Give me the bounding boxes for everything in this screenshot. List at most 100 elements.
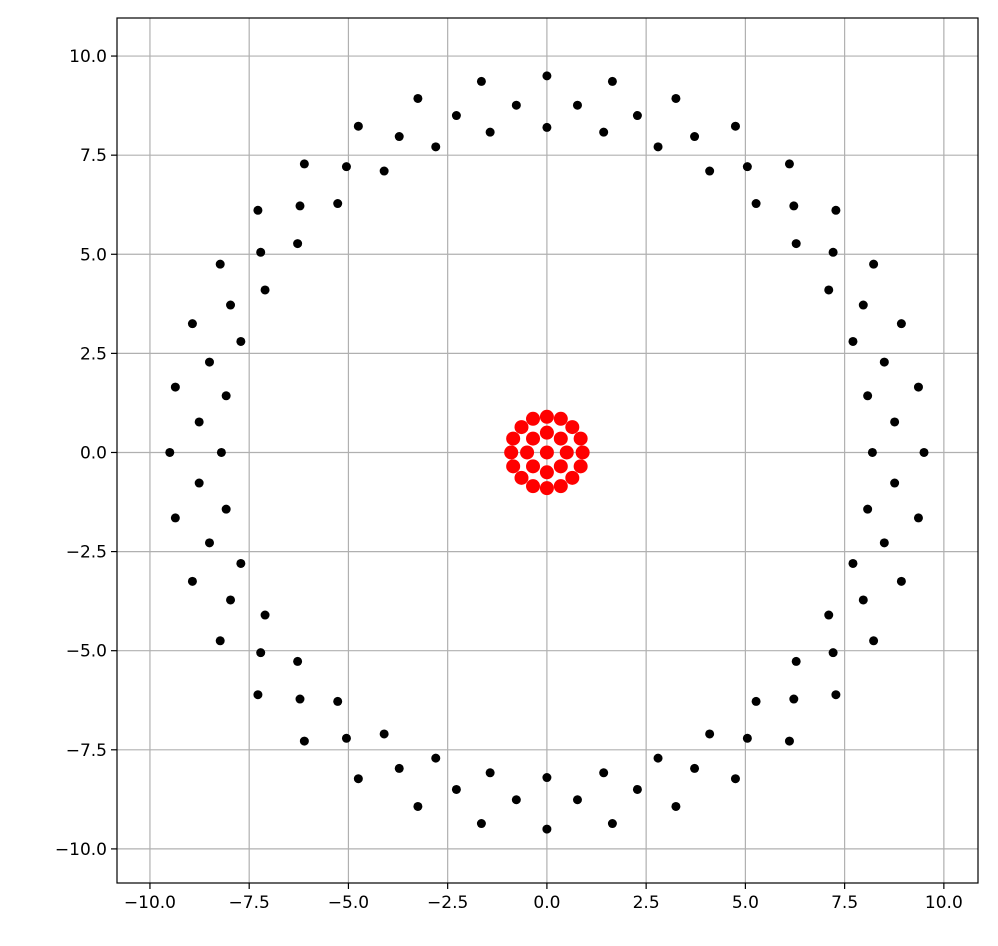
point xyxy=(863,391,873,401)
point xyxy=(789,201,799,211)
x-tick-label: 5.0 xyxy=(732,893,759,913)
point xyxy=(299,736,309,746)
point xyxy=(256,648,266,658)
point xyxy=(194,478,204,488)
point xyxy=(394,132,404,142)
point xyxy=(379,729,389,739)
point xyxy=(293,656,303,666)
y-tick-label: −5.0 xyxy=(66,642,107,662)
point xyxy=(542,122,552,132)
point xyxy=(353,774,363,784)
y-tick-label: −10.0 xyxy=(55,840,107,860)
point xyxy=(504,445,519,460)
point xyxy=(253,690,263,700)
point xyxy=(828,648,838,658)
point xyxy=(226,595,236,605)
point xyxy=(431,142,441,152)
point xyxy=(671,93,681,103)
y-tick-label: 5.0 xyxy=(80,245,107,265)
point xyxy=(559,445,574,460)
point xyxy=(431,753,441,763)
y-tick-label: 2.5 xyxy=(80,344,107,364)
point xyxy=(784,736,794,746)
point xyxy=(553,459,568,474)
point xyxy=(451,784,461,794)
point xyxy=(293,239,303,249)
point xyxy=(539,481,554,496)
point xyxy=(187,319,197,329)
point xyxy=(751,199,761,209)
point xyxy=(890,417,900,427)
point xyxy=(221,391,231,401)
point xyxy=(165,447,175,457)
point xyxy=(565,420,580,435)
point xyxy=(511,100,521,110)
x-tick-label: −5.0 xyxy=(328,893,369,913)
point xyxy=(791,239,801,249)
point xyxy=(260,285,270,295)
point xyxy=(476,76,486,86)
point xyxy=(341,162,351,172)
point xyxy=(867,447,877,457)
point xyxy=(858,595,868,605)
point xyxy=(573,459,588,474)
point xyxy=(632,784,642,794)
point xyxy=(607,819,617,829)
point xyxy=(607,76,617,86)
point xyxy=(485,768,495,778)
point xyxy=(187,576,197,586)
point xyxy=(170,513,180,523)
x-tick-label: 0.0 xyxy=(533,893,560,913)
point xyxy=(413,801,423,811)
point xyxy=(170,382,180,392)
point xyxy=(253,205,263,215)
point xyxy=(539,425,554,440)
x-tick-label: −7.5 xyxy=(229,893,270,913)
point xyxy=(204,538,214,548)
x-tick-label: 10.0 xyxy=(925,893,963,913)
point xyxy=(848,558,858,568)
point xyxy=(751,696,761,706)
point xyxy=(828,247,838,257)
point xyxy=(520,445,535,460)
point xyxy=(869,259,879,269)
point xyxy=(553,479,568,494)
point xyxy=(824,285,834,295)
point xyxy=(573,431,588,446)
y-tick-label: −2.5 xyxy=(66,543,107,563)
point xyxy=(848,336,858,346)
point xyxy=(295,201,305,211)
point xyxy=(632,111,642,121)
point xyxy=(514,420,529,435)
x-tick-label: 2.5 xyxy=(633,893,660,913)
y-tick-label: 0.0 xyxy=(80,443,107,463)
point xyxy=(506,431,521,446)
point xyxy=(690,132,700,142)
point xyxy=(394,763,404,773)
point xyxy=(730,774,740,784)
ticks: −10.0 −7.5 −5.0 −2.5 0.0 2.5 5.0 7.5 10.0 −10.0 −7… xyxy=(55,47,963,913)
point xyxy=(599,127,609,137)
y-tick-label: −7.5 xyxy=(66,741,107,761)
point xyxy=(705,729,715,739)
point xyxy=(653,142,663,152)
point xyxy=(256,247,266,257)
x-tick-label: −2.5 xyxy=(427,893,468,913)
point xyxy=(333,199,343,209)
point xyxy=(476,819,486,829)
x-tick-label: 7.5 xyxy=(831,893,858,913)
point xyxy=(671,801,681,811)
point xyxy=(295,694,305,704)
point xyxy=(226,300,236,310)
point xyxy=(705,166,715,176)
point xyxy=(690,763,700,773)
point xyxy=(869,636,879,646)
point xyxy=(216,447,226,457)
point xyxy=(789,694,799,704)
point xyxy=(742,733,752,743)
point xyxy=(526,459,541,474)
point xyxy=(194,417,204,427)
point xyxy=(831,690,841,700)
